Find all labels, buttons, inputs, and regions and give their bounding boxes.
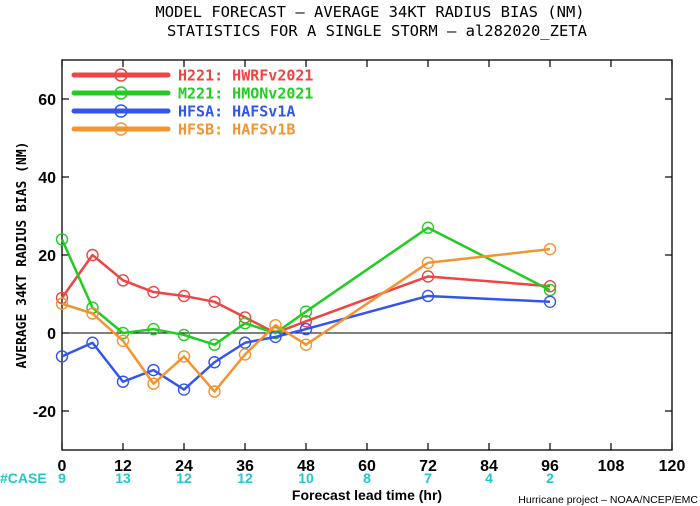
- data-point: [269, 319, 282, 332]
- data-point: [177, 289, 191, 303]
- x-tick-label: 0: [58, 458, 67, 475]
- y-tick-label: 20: [38, 248, 56, 265]
- data-point: [55, 297, 69, 310]
- data-point: [238, 336, 252, 349]
- y-tick-label: 0: [47, 326, 56, 343]
- x-tick-label: 96: [541, 458, 559, 475]
- data-point: [55, 350, 69, 363]
- legend-label: H221: HWRFv2021: [178, 67, 313, 85]
- case-count: 10: [298, 470, 314, 486]
- case-count: 12: [237, 470, 253, 486]
- x-tick-label: 108: [598, 458, 625, 475]
- case-count: 9: [58, 470, 66, 486]
- case-count: 2: [546, 470, 554, 486]
- legend-label: M221: HMONv2021: [178, 85, 313, 103]
- series-line: [60, 253, 551, 335]
- x-tick-label: 72: [419, 458, 437, 475]
- case-count-row: #CASE 9 13 12 12 10 8 7 4 2: [0, 470, 554, 486]
- data-point: [86, 248, 99, 262]
- case-count: 13: [115, 470, 131, 486]
- y-tick-label: 40: [38, 170, 56, 187]
- data-point: [55, 233, 69, 246]
- data-point: [116, 334, 130, 347]
- data-point: [116, 326, 130, 340]
- legend-marker: [114, 68, 128, 82]
- series-hfsb: [55, 242, 557, 398]
- y-tick-label: -20: [33, 404, 56, 421]
- legend-item: HFSB: HAFSv1B: [71, 121, 295, 139]
- data-point: [208, 356, 221, 369]
- data-point: [208, 338, 221, 351]
- case-count: 12: [176, 470, 192, 486]
- legend-label: HFSA: HAFSv1A: [178, 103, 295, 121]
- legend-item: HFSA: HAFSv1A: [71, 103, 295, 121]
- x-tick-label: 48: [297, 458, 315, 475]
- data-point: [299, 338, 313, 351]
- y-axis-label: AVERAGE 34KT RADIUS BIAS (NM): [15, 142, 30, 369]
- axes-group: 0 12 24 36 48 60 72 84 96 108 120 -20 0 20 40 60: [33, 60, 686, 475]
- x-axis-label: Forecast lead time (hr): [292, 487, 442, 503]
- legend-marker: [114, 86, 128, 100]
- data-point: [299, 305, 313, 318]
- data-point: [177, 383, 191, 396]
- legend-item: H221: HWRFv2021: [71, 67, 313, 85]
- data-point: [299, 322, 313, 336]
- chart-title: MODEL FORECAST – AVERAGE 34KT RADIUS BIA…: [155, 3, 584, 21]
- legend-marker: [114, 104, 128, 118]
- data-point: [86, 336, 99, 349]
- x-tick-label: 36: [236, 458, 254, 475]
- data-point: [86, 307, 99, 320]
- data-point: [238, 317, 252, 330]
- data-point: [421, 270, 435, 283]
- x-tick-label: 84: [480, 458, 498, 475]
- series-group: [55, 221, 557, 398]
- data-point: [238, 348, 252, 361]
- data-point: [543, 295, 557, 308]
- data-point: [147, 285, 160, 299]
- case-count: 7: [424, 470, 432, 486]
- data-point: [147, 322, 160, 336]
- case-count: 4: [485, 470, 493, 486]
- legend-marker: [114, 122, 128, 136]
- data-point: [269, 326, 282, 340]
- y-tick-label: 60: [38, 92, 56, 109]
- x-tick-label: 12: [114, 458, 132, 475]
- data-point: [116, 375, 130, 388]
- series-m221: [55, 221, 557, 351]
- case-count: 8: [363, 470, 371, 486]
- x-tick-label: 24: [175, 458, 193, 475]
- data-point: [299, 315, 313, 328]
- credit-text: Hurricane project – NOAA/NCEP/EMC: [518, 494, 698, 506]
- data-point: [55, 291, 69, 305]
- data-point: [147, 377, 160, 390]
- data-point: [421, 289, 435, 303]
- data-point: [116, 274, 130, 287]
- x-tick-label: 120: [659, 458, 686, 475]
- case-label: #CASE: [0, 470, 47, 486]
- data-point: [208, 385, 221, 398]
- legend-item: M221: HMONv2021: [71, 85, 313, 103]
- data-point: [543, 242, 557, 256]
- legend-label: HFSB: HAFSv1B: [178, 121, 295, 139]
- data-point: [421, 221, 435, 234]
- data-point: [177, 350, 191, 363]
- chart-subtitle: STATISTICS FOR A SINGLE STORM – al282020…: [167, 22, 588, 40]
- data-point: [177, 328, 191, 342]
- data-point: [421, 256, 435, 269]
- data-point: [208, 295, 221, 308]
- series-line: [61, 247, 551, 393]
- x-tick-label: 60: [358, 458, 376, 475]
- data-point: [147, 363, 160, 377]
- series-line: [60, 226, 551, 346]
